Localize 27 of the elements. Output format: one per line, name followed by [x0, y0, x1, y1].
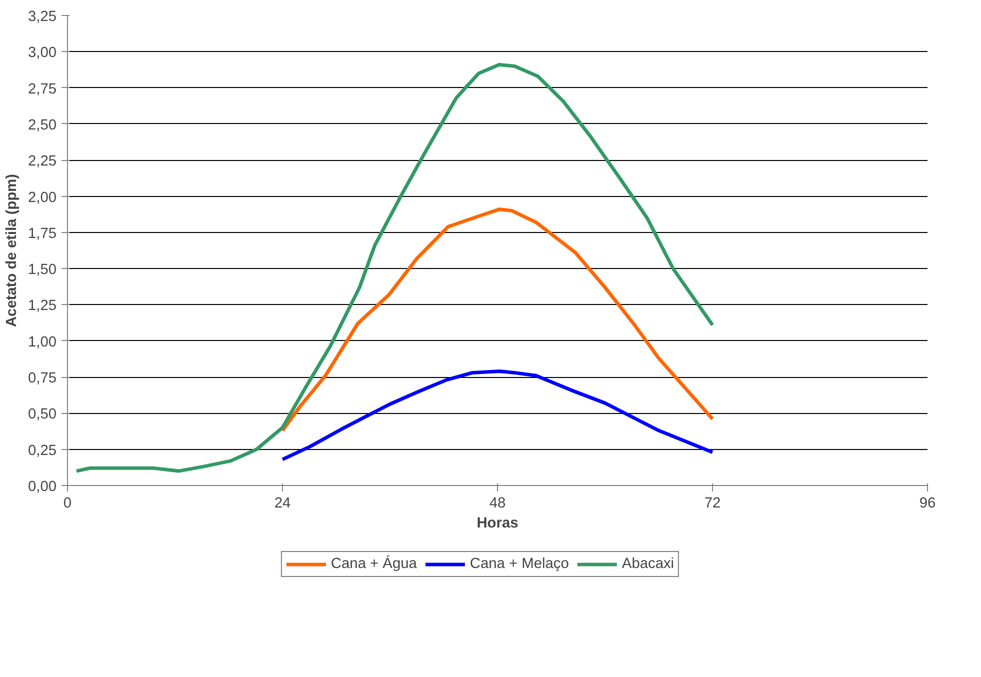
- y-tick-label: 0,25: [28, 442, 57, 459]
- y-tick-label: 2,75: [28, 81, 57, 98]
- y-tick-label: 1,25: [28, 298, 57, 314]
- y-tick-label: 0,75: [28, 370, 57, 387]
- x-axis-title: Horas: [476, 516, 518, 532]
- x-tick-label: 24: [274, 496, 291, 512]
- line-series: [74, 62, 714, 473]
- y-tick-label: 0,50: [28, 406, 57, 423]
- y-tick-label: 0,00: [28, 479, 57, 495]
- x-tick-label: 96: [919, 496, 936, 512]
- x-tick-label: 0: [63, 496, 72, 512]
- y-tick-label: 1,00: [28, 334, 57, 350]
- y-tick-label: 2,25: [28, 154, 57, 170]
- y-tick-label: 3,25: [28, 9, 57, 25]
- line-series: [280, 370, 714, 462]
- legend-label: Cana + Melaço: [470, 556, 569, 572]
- x-tick-label: 72: [704, 496, 721, 512]
- legend-label: Cana + Água: [330, 556, 417, 572]
- y-tick-label: 1,50: [28, 262, 57, 278]
- y-tick-label: 3,00: [28, 45, 57, 62]
- y-axis-title: Acetato de etila (ppm): [4, 174, 20, 328]
- x-tick-label: 48: [489, 496, 506, 512]
- y-tick-label: 1,75: [28, 226, 57, 242]
- y-tick-label: 2,00: [28, 190, 57, 206]
- legend-label: Abacaxi: [622, 556, 674, 572]
- y-tick-label: 2,50: [28, 117, 57, 134]
- line-series: [280, 208, 714, 432]
